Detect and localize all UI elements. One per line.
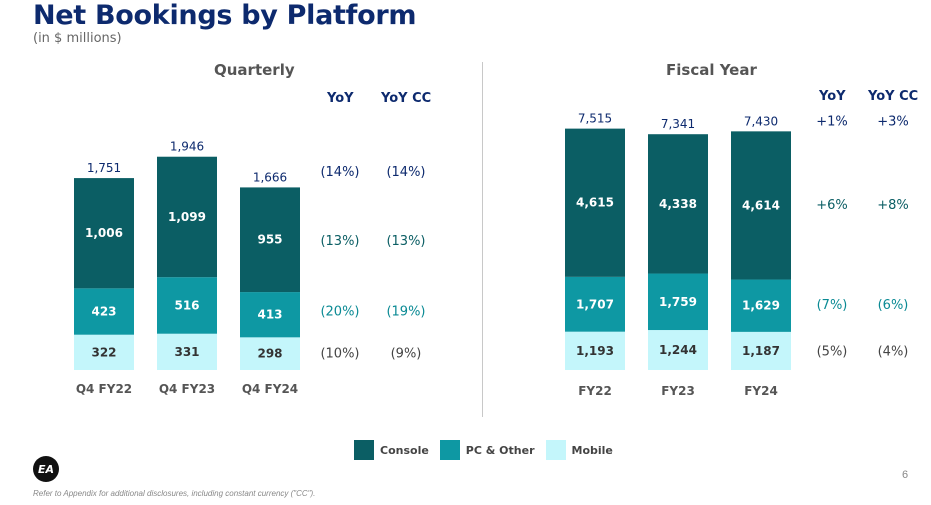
fiscal-bar-label-console-1: 4,338: [659, 197, 697, 211]
quarterly-total-label-2: 1,666: [253, 170, 287, 184]
fiscal-year-chart-title: Fiscal Year: [666, 61, 757, 79]
fiscal-bar-label-console-2: 4,614: [742, 198, 780, 212]
legend-label-pc-other: PC & Other: [465, 443, 535, 457]
quarterly-growth-total-yoy-cc: (14%): [386, 165, 425, 180]
legend-swatch-console: [354, 440, 374, 460]
fiscal-yoy-cc-header: YoY CC: [868, 89, 919, 104]
quarterly-growth-total-yoy: (14%): [320, 165, 359, 180]
legend-item-mobile: Mobile: [545, 440, 613, 460]
fiscal-bar-pc_other-0: [565, 276, 625, 332]
quarterly-chart-title: Quarterly: [214, 61, 295, 79]
quarterly-bar-mobile-0: [74, 334, 134, 370]
fiscal-growth-total-yoy-cc: +3%: [877, 115, 909, 130]
legend-label-mobile: Mobile: [571, 443, 613, 457]
fiscal-bar-label-pc_other-0: 1,707: [576, 297, 614, 311]
fiscal-bar-console-2: [731, 131, 791, 280]
fiscal-growth-console-yoy: +6%: [816, 198, 848, 213]
quarterly-bar-label-mobile-1: 331: [174, 345, 199, 359]
fiscal-yoy-header: YoY: [819, 89, 846, 104]
quarterly-growth-pc_other-yoy: (20%): [320, 305, 359, 320]
quarterly-category-label-1: Q4 FY23: [159, 382, 215, 396]
quarterly-growth-console-yoy-cc: (13%): [386, 234, 425, 249]
quarterly-total-label-0: 1,751: [87, 161, 121, 175]
fiscal-category-label-1: FY23: [661, 384, 695, 398]
legend-item-console: Console: [354, 440, 429, 460]
fiscal-growth-mobile-yoy: (5%): [817, 345, 848, 360]
quarterly-bar-mobile-1: [157, 333, 217, 370]
quarterly-bar-pc_other-2: [240, 292, 300, 338]
quarterly-growth-mobile-yoy-cc: (9%): [391, 347, 422, 362]
page-title: Net Bookings by Platform: [33, 0, 417, 31]
quarterly-bar-label-mobile-0: 322: [91, 345, 116, 359]
quarterly-bar-label-console-1: 1,099: [168, 210, 206, 224]
fiscal-growth-pc_other-yoy-cc: (6%): [878, 298, 909, 313]
ea-logo: EA: [33, 456, 59, 482]
quarterly-bar-console-1: [157, 156, 217, 278]
fiscal-category-label-0: FY22: [578, 384, 612, 398]
fiscal-bar-mobile-1: [648, 330, 708, 370]
legend-swatch-mobile: [545, 440, 566, 460]
fiscal-bar-label-mobile-1: 1,244: [659, 343, 697, 357]
page-subtitle: (in $ millions): [33, 31, 122, 46]
fiscal-bar-label-pc_other-2: 1,629: [742, 299, 780, 313]
fiscal-total-label-0: 7,515: [578, 112, 612, 126]
legend-swatch-pc-other: [439, 440, 460, 460]
fiscal-bar-label-mobile-2: 1,187: [742, 344, 780, 358]
quarterly-category-label-2: Q4 FY24: [242, 382, 298, 396]
fiscal-growth-mobile-yoy-cc: (4%): [878, 345, 909, 360]
quarterly-bar-label-console-2: 955: [257, 233, 282, 247]
fiscal-bar-mobile-2: [731, 331, 791, 370]
fiscal-bar-label-pc_other-1: 1,759: [659, 295, 697, 309]
quarterly-yoy-header: YoY: [327, 91, 354, 106]
quarterly-bar-pc_other-1: [157, 277, 217, 334]
quarterly-bar-console-2: [240, 187, 300, 293]
quarterly-bar-label-pc_other-1: 516: [174, 298, 199, 312]
quarterly-bar-label-console-0: 1,006: [85, 226, 123, 240]
quarterly-bar-label-mobile-2: 298: [257, 347, 282, 361]
quarterly-bar-label-pc_other-2: 413: [257, 308, 282, 322]
quarterly-bar-mobile-2: [240, 337, 300, 370]
fiscal-bar-pc_other-1: [648, 273, 708, 331]
quarterly-bar-pc_other-0: [74, 288, 134, 335]
fiscal-category-label-2: FY24: [744, 384, 778, 398]
fiscal-total-label-1: 7,341: [661, 117, 695, 131]
fiscal-growth-console-yoy-cc: +8%: [877, 198, 909, 213]
fiscal-bar-label-mobile-0: 1,193: [576, 344, 614, 358]
legend-label-console: Console: [380, 443, 429, 457]
legend-item-pc-other: PC & Other: [439, 440, 535, 460]
footnote: Refer to Appendix for additional disclos…: [33, 489, 316, 498]
chart-legend: Console PC & Other Mobile: [354, 440, 624, 460]
fiscal-growth-total-yoy: +1%: [816, 115, 848, 130]
quarterly-bar-label-pc_other-0: 423: [91, 305, 116, 319]
fiscal-bar-console-0: [565, 128, 625, 277]
section-divider: [482, 62, 483, 417]
fiscal-bar-console-1: [648, 134, 708, 274]
fiscal-growth-pc_other-yoy: (7%): [817, 298, 848, 313]
quarterly-growth-pc_other-yoy-cc: (19%): [386, 305, 425, 320]
quarterly-total-label-1: 1,946: [170, 140, 204, 154]
fiscal-total-label-2: 7,430: [744, 114, 778, 128]
quarterly-growth-mobile-yoy: (10%): [320, 347, 359, 362]
fiscal-bar-pc_other-2: [731, 279, 791, 332]
quarterly-category-label-0: Q4 FY22: [76, 382, 132, 396]
fiscal-bar-label-console-0: 4,615: [576, 196, 614, 210]
fiscal-bar-mobile-0: [565, 331, 625, 370]
quarterly-bar-console-0: [74, 178, 134, 289]
quarterly-yoy-cc-header: YoY CC: [381, 91, 432, 106]
quarterly-growth-console-yoy: (13%): [320, 234, 359, 249]
page-number: 6: [902, 469, 909, 481]
